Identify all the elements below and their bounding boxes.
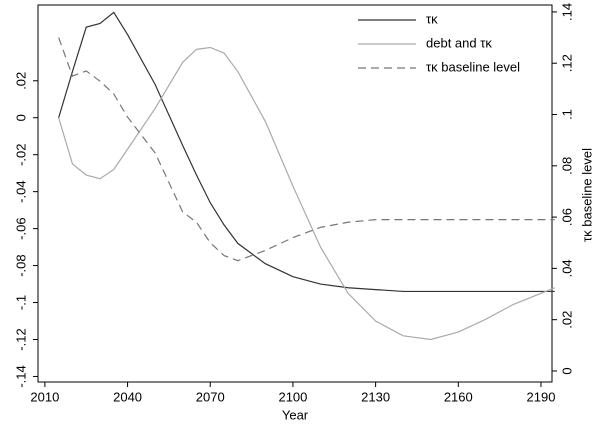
x-tick-label: 2130	[361, 389, 390, 404]
legend-label: debt and τκ	[426, 35, 492, 50]
y2-tick-label: .06	[559, 208, 574, 226]
y2-axis-label: τκ baseline level	[579, 148, 594, 242]
y-tick-label: -.14	[13, 365, 28, 387]
series-line	[58, 37, 555, 262]
y-tick-label: -.06	[13, 217, 28, 239]
legend-label: τκ	[426, 11, 438, 26]
y2-tick-label: .1	[559, 109, 574, 120]
y-tick-label: -.08	[13, 254, 28, 276]
x-tick-label: 2070	[196, 389, 225, 404]
y-tick-label: -.04	[13, 180, 28, 202]
y2-tick-label: .02	[559, 311, 574, 329]
plot-frame	[37, 4, 553, 383]
y-tick-label: -.12	[13, 328, 28, 350]
series-line	[58, 11, 555, 293]
y2-tick-label: .08	[559, 157, 574, 175]
y-tick-label: .02	[13, 72, 28, 90]
x-tick-label: 2040	[113, 389, 142, 404]
x-axis-label: Year	[282, 407, 309, 422]
x-tick-label: 2100	[278, 389, 307, 404]
legend-label: τκ baseline level	[426, 59, 520, 74]
series-line	[58, 46, 555, 341]
y2-tick-label: .04	[559, 259, 574, 277]
x-tick-label: 2010	[30, 389, 59, 404]
x-tick-label: 2190	[527, 389, 556, 404]
x-tick-label: 2160	[444, 389, 473, 404]
y2-tick-label: 0	[559, 367, 574, 374]
y-tick-label: 0	[13, 114, 28, 121]
y-tick-label: -.02	[13, 143, 28, 165]
y-tick-label: -.1	[13, 295, 28, 310]
y2-tick-label: .14	[559, 3, 574, 21]
y2-tick-label: .12	[559, 54, 574, 72]
